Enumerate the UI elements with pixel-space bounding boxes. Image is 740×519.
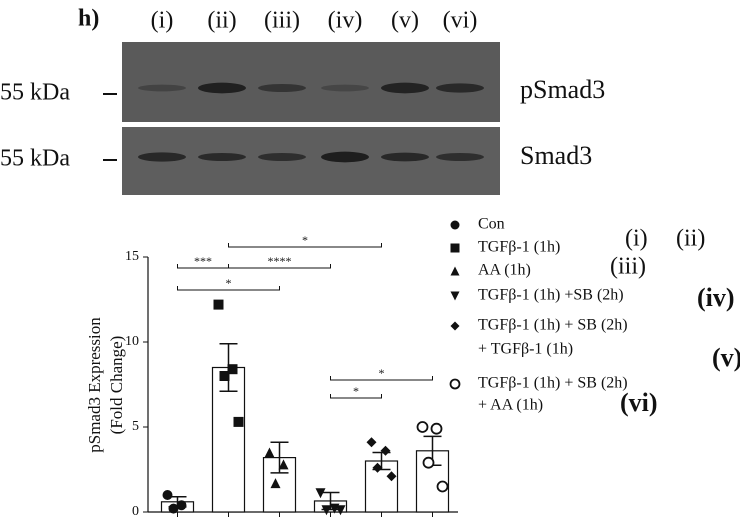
protein-label: pSmad3 — [520, 75, 605, 104]
blot-bottom — [122, 127, 500, 195]
legend-marker — [450, 220, 460, 230]
legend-marker — [450, 243, 460, 253]
legend-marker — [449, 378, 461, 390]
y-tick-label: 5 — [132, 419, 139, 434]
legend-label: TGFβ-1 (1h) — [478, 239, 560, 256]
legend-label: AA (1h) — [478, 262, 531, 279]
data-point — [162, 490, 173, 500]
legend-marker — [450, 266, 460, 276]
legend-marker — [450, 291, 460, 301]
lane-label: (v) — [391, 8, 419, 34]
group-tag: (ii) — [676, 226, 705, 252]
significance-bracket — [228, 243, 382, 248]
data-point — [168, 503, 179, 514]
band — [258, 84, 306, 92]
y-axis-label: (Fold Change) — [107, 336, 126, 435]
band — [321, 84, 369, 92]
legend-label: TGFβ-1 (1h) + SB (2h) — [478, 375, 628, 392]
blot-top — [122, 42, 500, 122]
data-point — [233, 416, 244, 427]
legend-label: TGFβ-1 (1h) + SB (2h) — [478, 317, 628, 334]
y-axis-label: pSmad3 Expression — [85, 317, 104, 453]
significance-label: * — [226, 276, 232, 290]
data-point — [430, 422, 443, 435]
data-point — [176, 500, 187, 511]
lane-label: (i) — [151, 8, 174, 34]
group-tag: (v) — [712, 343, 740, 372]
significance-bracket — [228, 264, 331, 269]
band — [436, 83, 484, 93]
significance-label: *** — [194, 254, 212, 268]
significance-label: **** — [268, 254, 292, 268]
band — [381, 82, 429, 94]
data-point — [321, 505, 332, 516]
band — [321, 151, 369, 163]
panel-label: h) — [78, 6, 99, 32]
y-tick-label: 0 — [132, 504, 139, 519]
legend-label: + TGFβ-1 (1h) — [478, 341, 573, 358]
group-tag: (i) — [625, 226, 648, 252]
data-point — [366, 437, 377, 448]
data-point — [416, 421, 429, 433]
band — [198, 153, 246, 161]
data-point — [422, 456, 435, 469]
group-tag: (iv) — [697, 283, 735, 312]
band — [198, 82, 246, 94]
data-point — [372, 462, 383, 473]
data-point — [380, 445, 391, 456]
significance-label: * — [302, 233, 308, 247]
data-point — [335, 505, 346, 516]
data-point — [264, 447, 275, 458]
significance-bracket — [177, 286, 280, 291]
band — [138, 152, 186, 162]
legend-label: + AA (1h) — [478, 397, 543, 414]
significance-bracket — [330, 376, 433, 381]
data-point — [436, 480, 449, 493]
size-marker: 55 kDa — [0, 80, 70, 106]
protein-label: Smad3 — [520, 141, 592, 170]
data-point — [278, 459, 289, 470]
lane-label: (vi) — [443, 8, 478, 34]
lane-label: (iii) — [264, 8, 300, 34]
data-point — [213, 299, 224, 310]
data-point — [270, 478, 281, 489]
group-tag: (iii) — [610, 254, 646, 280]
legend-marker — [450, 321, 460, 331]
significance-label: * — [353, 384, 359, 398]
data-point — [315, 488, 326, 499]
band — [436, 153, 484, 161]
significance-label: * — [379, 366, 385, 380]
band — [258, 153, 306, 161]
data-point — [227, 364, 238, 375]
significance-bracket — [330, 394, 382, 399]
data-point — [219, 371, 230, 381]
lane-label: (iv) — [328, 8, 363, 34]
group-tag: (vi) — [620, 388, 658, 417]
y-tick-label: 10 — [125, 334, 139, 349]
legend-label: Con — [478, 216, 505, 233]
band — [138, 84, 186, 92]
data-point — [386, 471, 397, 482]
y-tick-label: 15 — [125, 249, 139, 264]
lane-label: (ii) — [207, 8, 236, 34]
size-marker: 55 kDa — [0, 146, 70, 172]
band — [381, 152, 429, 162]
legend-label: TGFβ-1 (1h) +SB (2h) — [478, 287, 624, 304]
